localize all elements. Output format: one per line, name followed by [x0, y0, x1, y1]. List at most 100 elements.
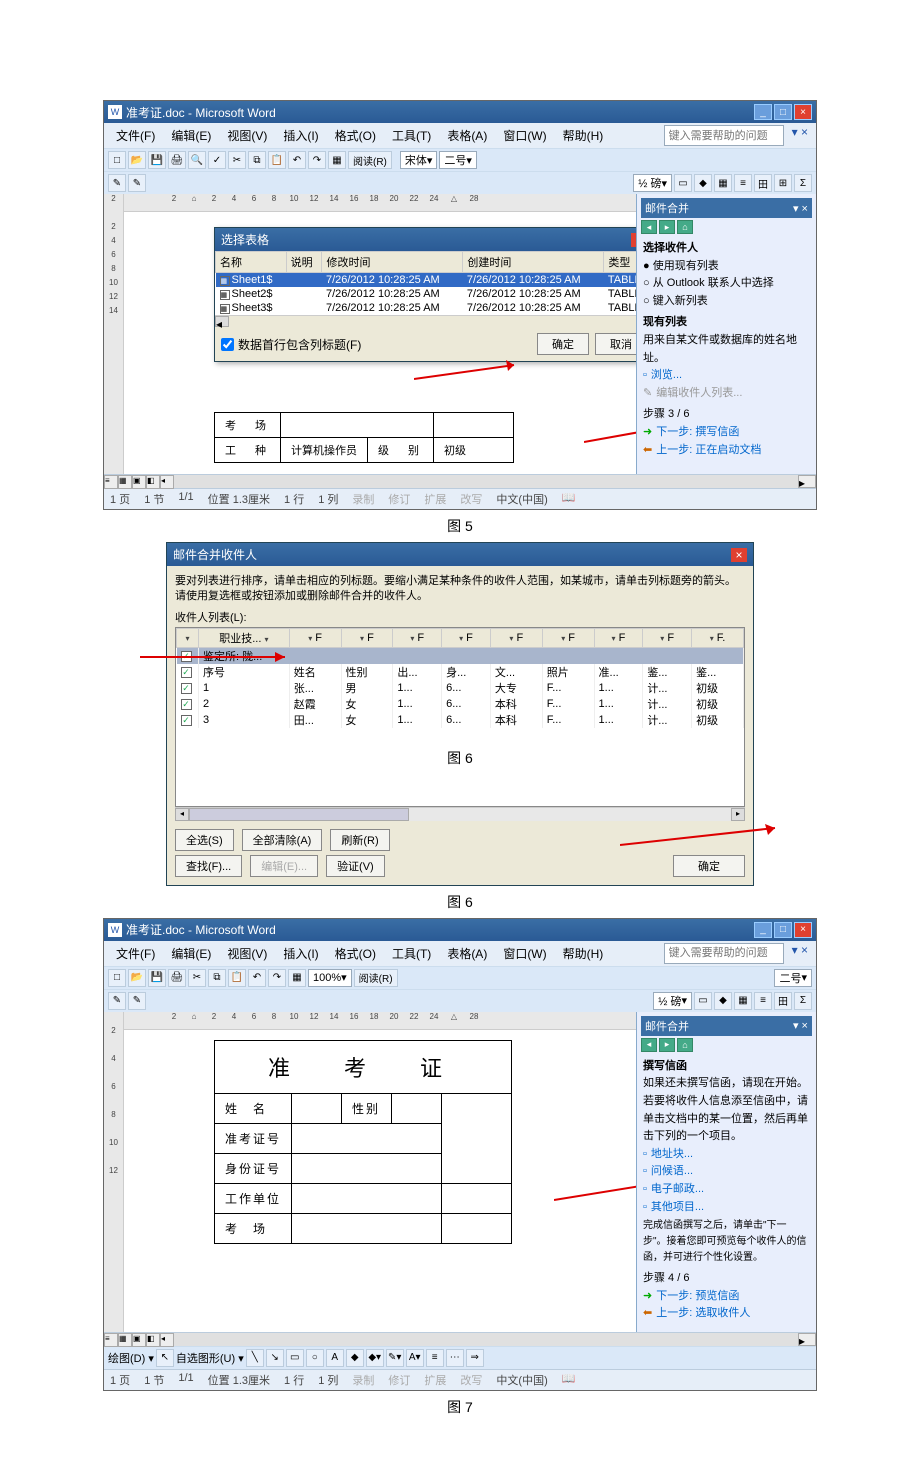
- cut-icon[interactable]: ✂: [228, 151, 246, 169]
- col-header[interactable]: ▾ F: [643, 628, 692, 647]
- scroll-right-button[interactable]: ▸: [731, 808, 745, 821]
- col-header[interactable]: ▾ F: [594, 628, 643, 647]
- tb-icon[interactable]: ▦: [734, 992, 752, 1010]
- tb-icon[interactable]: ✎: [108, 992, 126, 1010]
- view-normal-icon[interactable]: ≡: [104, 1333, 118, 1347]
- undo-icon[interactable]: ↶: [248, 969, 266, 987]
- undo-icon[interactable]: ↶: [288, 151, 306, 169]
- border-icon[interactable]: ▭: [694, 992, 712, 1010]
- sheet-row[interactable]: ▦Sheet1$7/26/2012 10:28:25 AM7/26/2012 1…: [216, 273, 653, 288]
- address-block-link[interactable]: ▫地址块...: [643, 1146, 810, 1164]
- arrow-style-icon[interactable]: ⇒: [466, 1349, 484, 1367]
- menu-window[interactable]: 窗口(W): [495, 943, 554, 964]
- refresh-button[interactable]: 刷新(R): [330, 829, 389, 851]
- sheet-row[interactable]: ▦Sheet2$7/26/2012 10:28:25 AM7/26/2012 1…: [216, 287, 653, 301]
- menu-edit[interactable]: 编辑(E): [163, 125, 219, 146]
- select-icon[interactable]: ↖: [156, 1349, 174, 1367]
- tb-icon[interactable]: 田: [754, 174, 772, 192]
- recipient-row[interactable]: ✓1张...男1...6...大专F...1...计...初级: [177, 680, 744, 696]
- redo-icon[interactable]: ↷: [308, 151, 326, 169]
- tb-icon[interactable]: ✎: [108, 174, 126, 192]
- scroll-left-button[interactable]: ◂: [175, 808, 189, 821]
- menu-window[interactable]: 窗口(W): [495, 125, 554, 146]
- copy-icon[interactable]: ⧉: [248, 151, 266, 169]
- fill-color-icon[interactable]: ◆▾: [366, 1349, 384, 1367]
- radio-outlook[interactable]: ○ 从 Outlook 联系人中选择: [643, 275, 810, 293]
- read-mode-button[interactable]: 阅读(R): [348, 151, 392, 169]
- cut-icon[interactable]: ✂: [188, 969, 206, 987]
- col-header[interactable]: ▾ F: [442, 628, 491, 647]
- scroll-right-icon[interactable]: ▸: [798, 475, 816, 488]
- oval-icon[interactable]: ○: [306, 1349, 324, 1367]
- scroll-left-icon[interactable]: ◂: [160, 475, 174, 489]
- copy-icon[interactable]: ⧉: [208, 969, 226, 987]
- read-mode-button[interactable]: 阅读(R): [354, 969, 398, 987]
- pane-dropdown-icon[interactable]: ▾ ×: [793, 202, 808, 215]
- col-header[interactable]: ▾ F: [490, 628, 542, 647]
- pane-dropdown-icon[interactable]: ▾ ×: [793, 1019, 808, 1032]
- ok-button[interactable]: 确定: [537, 333, 589, 355]
- pane-fwd-icon[interactable]: ▸: [659, 220, 675, 234]
- more-items-link[interactable]: ▫其他项目...: [643, 1199, 810, 1217]
- col-header[interactable]: ▾ F: [542, 628, 594, 647]
- menu-view[interactable]: 视图(V): [219, 125, 275, 146]
- recipient-row[interactable]: ✓3田...女1...6...本科F...1...计...初级: [177, 712, 744, 728]
- open-icon[interactable]: 📂: [128, 969, 146, 987]
- minimize-button[interactable]: _: [754, 104, 772, 120]
- pane-back-icon[interactable]: ◂: [641, 1038, 657, 1052]
- line-weight-combo[interactable]: ½ 磅 ▾: [633, 174, 672, 192]
- paste-icon[interactable]: 📋: [228, 969, 246, 987]
- tb-icon[interactable]: ✎: [128, 992, 146, 1010]
- line-color-icon[interactable]: ✎▾: [386, 1349, 404, 1367]
- size-combo[interactable]: 二号 ▾: [439, 151, 477, 169]
- menu-help[interactable]: 帮助(H): [555, 125, 612, 146]
- textbox-icon[interactable]: A: [326, 1349, 344, 1367]
- view-web-icon[interactable]: ▦: [118, 1333, 132, 1347]
- tb-icon[interactable]: ≡: [754, 992, 772, 1010]
- menu-tools[interactable]: 工具(T): [384, 943, 439, 964]
- col-header[interactable]: 职业技... ▾: [199, 628, 290, 647]
- scroll-right-icon[interactable]: ▸: [798, 1333, 816, 1346]
- line-icon[interactable]: ╲: [246, 1349, 264, 1367]
- row-checkbox[interactable]: ✓: [181, 699, 192, 710]
- tb-icon[interactable]: Σ: [794, 174, 812, 192]
- first-row-header-checkbox[interactable]: [221, 338, 234, 351]
- zoom-combo[interactable]: 100% ▾: [308, 969, 352, 987]
- menu-file[interactable]: 文件(F): [108, 943, 163, 964]
- arrow-icon[interactable]: ↘: [266, 1349, 284, 1367]
- line-style-icon[interactable]: ≡: [426, 1349, 444, 1367]
- row-checkbox[interactable]: ✓: [181, 715, 192, 726]
- prev-step-link[interactable]: ⬅上一步: 选取收件人: [643, 1305, 810, 1323]
- prev-step-link[interactable]: ⬅上一步: 正在启动文档: [643, 442, 810, 460]
- tb-icon[interactable]: 田: [774, 992, 792, 1010]
- grid-hscroll[interactable]: ◂ ▸: [175, 807, 745, 821]
- scroll-left-button[interactable]: ◂: [215, 316, 229, 327]
- font-color-icon[interactable]: A▾: [406, 1349, 424, 1367]
- checkbox-col-header[interactable]: ▾: [177, 628, 199, 647]
- minimize-button[interactable]: _: [754, 922, 772, 938]
- view-outline-icon[interactable]: ◧: [146, 1333, 160, 1347]
- view-web-icon[interactable]: ▦: [118, 475, 132, 489]
- menu-view[interactable]: 视图(V): [219, 943, 275, 964]
- col-header[interactable]: ▾ F: [341, 628, 393, 647]
- line-weight-combo[interactable]: ½ 磅 ▾: [653, 992, 692, 1010]
- scroll-left-icon[interactable]: ◂: [160, 1333, 174, 1347]
- draw-menu[interactable]: 绘图(D) ▾: [108, 1350, 154, 1366]
- pane-home-icon[interactable]: ⌂: [677, 1038, 693, 1052]
- print-icon[interactable]: 🖨: [168, 969, 186, 987]
- edit-recipients-link[interactable]: ✎编辑收件人列表...: [643, 385, 810, 403]
- preview-icon[interactable]: 🔍: [188, 151, 206, 169]
- sheet-row[interactable]: ▦Sheet3$7/26/2012 10:28:25 AM7/26/2012 1…: [216, 301, 653, 315]
- row-checkbox[interactable]: ✓: [181, 667, 192, 678]
- view-print-icon[interactable]: ▣: [132, 475, 146, 489]
- tb-icon[interactable]: ▦: [714, 174, 732, 192]
- help-search-input[interactable]: [664, 125, 784, 146]
- rect-icon[interactable]: ▭: [286, 1349, 304, 1367]
- pane-home-icon[interactable]: ⌂: [677, 220, 693, 234]
- paste-icon[interactable]: 📋: [268, 151, 286, 169]
- menu-edit[interactable]: 编辑(E): [163, 943, 219, 964]
- doc-close-button[interactable]: ▾ ×: [788, 125, 812, 146]
- menu-help[interactable]: 帮助(H): [555, 943, 612, 964]
- close-button[interactable]: ×: [794, 922, 812, 938]
- help-search-input[interactable]: [664, 943, 784, 964]
